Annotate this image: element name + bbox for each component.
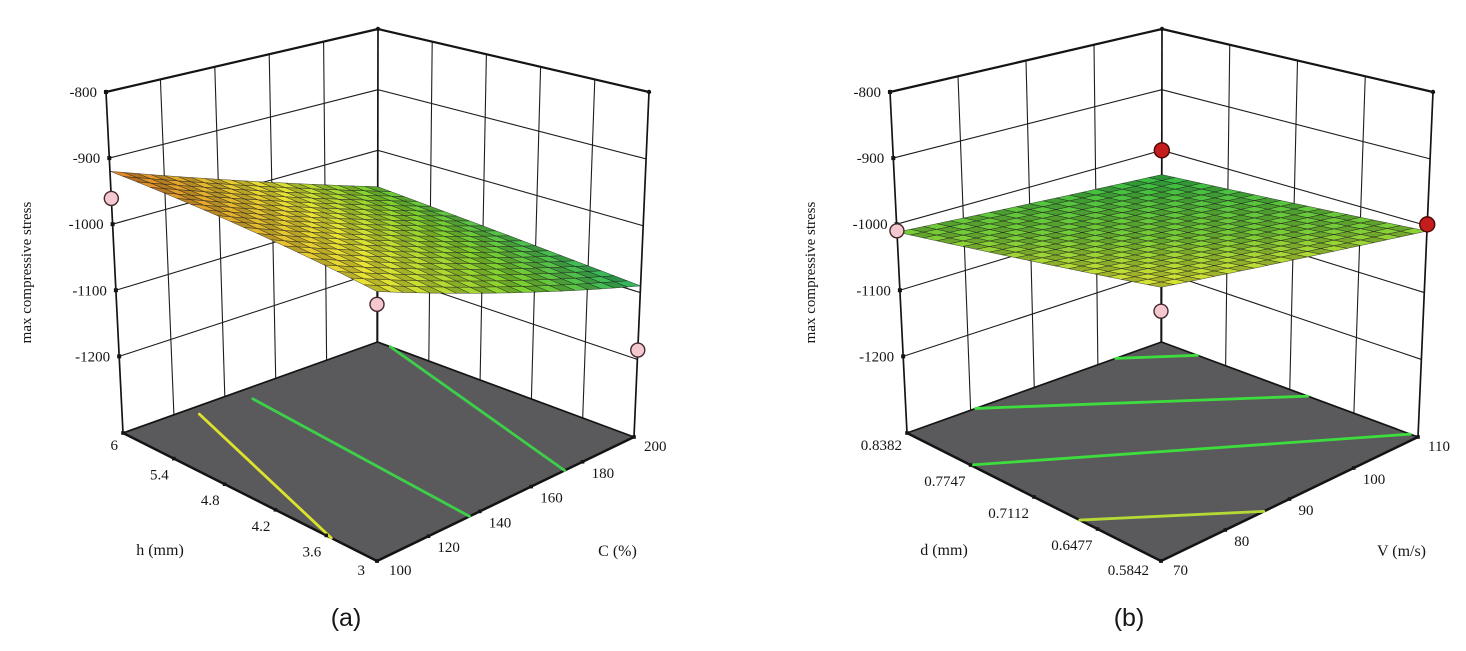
floor-contours [197, 345, 567, 540]
design-points [889, 142, 1436, 343]
z-tick-label: -1100 [856, 283, 890, 299]
z-tick-label: -1100 [72, 283, 106, 299]
axis-frame [103, 26, 652, 438]
design-point-front [1153, 303, 1169, 319]
y-axis-title: V (m/s) [1377, 543, 1426, 560]
y-tick-label: 200 [644, 439, 667, 455]
design-point-right [630, 342, 646, 358]
y-tick-label: 180 [592, 466, 615, 482]
x-tick-label: 0.7112 [988, 506, 1029, 522]
y-tick-label: 100 [389, 563, 412, 579]
surface-mesh [109, 171, 641, 294]
z-axis-title: max compressive stress [803, 202, 819, 344]
z-tick-label: -900 [73, 151, 101, 167]
x-tick-label: 0.7747 [924, 474, 966, 490]
y-tick-label: 100 [1363, 472, 1386, 488]
design-point-left [103, 190, 120, 207]
design-points [103, 190, 646, 358]
x-tick-label: 0.5842 [1108, 563, 1149, 579]
x-tick-label: 0.6477 [1051, 538, 1093, 554]
z-tick-label: -800 [854, 85, 882, 101]
y-tick-label: 160 [540, 491, 563, 507]
surface-mesh [896, 174, 1428, 288]
caption-a: (a) [330, 604, 362, 632]
x-tick-label: 4.2 [252, 519, 271, 535]
floor-contours [969, 353, 1412, 522]
y-tick-label: 120 [437, 540, 460, 556]
caption-b: (b) [1113, 604, 1145, 632]
y-tick-label: 80 [1234, 534, 1249, 550]
x-tick-label: 0.8382 [861, 438, 902, 454]
z-tick-label: -900 [857, 151, 885, 167]
z-tick-label: -800 [70, 85, 98, 101]
design-point-back [1153, 142, 1171, 159]
axis-labels: -800 -900 -1000 -1100 -1200 6 5.4 4.8 4.2 3.6 3 100… [19, 85, 667, 579]
surface-plot-b: -800 -900 -1000 -1100 -1200 0.8382 0.7747 0.711… [803, 26, 1450, 579]
x-tick-label: 3.6 [302, 544, 321, 560]
design-point-left [889, 223, 905, 239]
floor [122, 341, 635, 563]
z-tick-label: -1000 [853, 217, 888, 233]
y-tick-label: 140 [489, 515, 512, 531]
surface-plot-a: -800 -900 -1000 -1100 -1200 6 5.4 4.8 4.2 3.6 3 100… [19, 26, 667, 579]
y-tick-label: 110 [1428, 439, 1450, 455]
z-axis-title: max compressive stress [19, 202, 35, 344]
y-tick-label: 70 [1173, 563, 1188, 579]
x-axis-title: d (mm) [920, 542, 968, 559]
z-tick-label: -1200 [859, 349, 894, 365]
y-tick-label: 90 [1299, 503, 1314, 519]
x-tick-label: 6 [111, 438, 119, 454]
z-tick-label: -1200 [75, 349, 110, 365]
x-tick-label: 4.8 [201, 493, 220, 509]
y-axis-title: C (%) [598, 543, 637, 560]
axis-labels: -800 -900 -1000 -1100 -1200 0.8382 0.7747 0.711… [803, 85, 1450, 579]
design-point-right [1419, 216, 1436, 233]
x-tick-label: 3 [358, 563, 366, 579]
z-tick-label: -1000 [69, 217, 104, 233]
x-tick-label: 5.4 [150, 468, 169, 484]
design-point-front [369, 296, 385, 313]
x-axis-title: h (mm) [136, 542, 184, 559]
